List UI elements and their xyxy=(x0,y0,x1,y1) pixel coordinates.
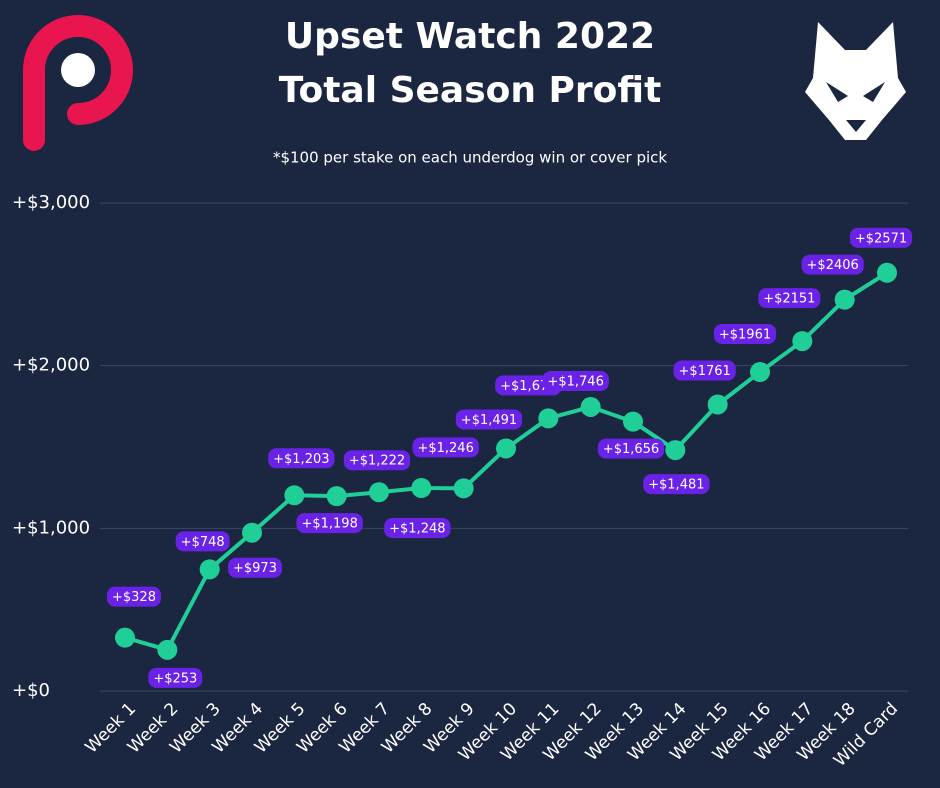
value-label-text: +$1761 xyxy=(679,364,731,379)
point xyxy=(707,394,728,415)
value-label: +$1,203 xyxy=(268,448,335,469)
value-label-bg xyxy=(597,438,665,459)
y-tick-label: +$0 xyxy=(12,680,50,701)
value-label-text: +$2571 xyxy=(855,231,907,246)
value-label-text: +$328 xyxy=(112,590,156,605)
value-label-text: +$1,656 xyxy=(603,442,659,457)
value-label-bg xyxy=(412,437,479,458)
value-label-text: +$1,248 xyxy=(389,521,445,536)
chart-title: Upset Watch 2022 xyxy=(285,16,655,57)
point xyxy=(453,478,474,499)
value-label: +$1961 xyxy=(713,324,777,345)
y-tick-label: +$3,000 xyxy=(12,192,90,213)
value-label: +$2406 xyxy=(801,254,864,275)
point xyxy=(750,362,770,383)
value-label-bg xyxy=(343,450,411,471)
point xyxy=(834,289,855,310)
value-label: +$1,481 xyxy=(643,474,710,495)
point xyxy=(157,639,178,660)
value-label: +$1,746 xyxy=(542,370,609,391)
value-label-bg xyxy=(384,517,451,538)
value-label-text: +$253 xyxy=(153,671,197,686)
value-label: +$1,222 xyxy=(343,450,411,471)
value-label: +$1761 xyxy=(673,360,736,381)
point xyxy=(665,440,686,461)
point xyxy=(538,408,559,429)
value-label: +$2151 xyxy=(758,288,821,309)
value-label: +$1,198 xyxy=(296,513,363,534)
value-label: +$328 xyxy=(107,586,161,607)
y-tick-label: +$2,000 xyxy=(12,355,90,376)
value-label-text: +$1,746 xyxy=(547,374,603,389)
value-label-text: +$1,491 xyxy=(461,413,517,428)
value-label-bg xyxy=(643,474,710,495)
point xyxy=(580,396,601,417)
value-label-text: +$1,203 xyxy=(273,452,329,467)
point xyxy=(623,411,643,432)
value-label-text: +$1,198 xyxy=(301,517,357,532)
value-label-bg xyxy=(758,288,821,309)
value-label: +$1,656 xyxy=(597,438,665,459)
value-label: +$973 xyxy=(228,557,282,578)
point xyxy=(242,522,262,543)
point xyxy=(115,627,135,648)
value-label-text: +$2151 xyxy=(763,292,815,307)
value-label-bg xyxy=(296,513,363,534)
logo-p xyxy=(23,15,133,151)
value-label: +$253 xyxy=(148,667,203,688)
value-label-bg xyxy=(268,448,335,469)
value-label-text: +$1,222 xyxy=(349,454,405,469)
chart-subtitle: *$100 per stake on each underdog win or … xyxy=(273,149,667,167)
value-label-bg xyxy=(542,370,609,391)
point xyxy=(284,485,305,506)
value-label-bg xyxy=(148,667,203,688)
point xyxy=(496,438,516,459)
point xyxy=(326,486,347,507)
value-label-bg xyxy=(801,254,864,275)
value-label-bg xyxy=(228,557,282,578)
point xyxy=(199,559,220,580)
value-label-bg xyxy=(107,586,161,607)
value-label-text: +$973 xyxy=(233,561,277,576)
point xyxy=(792,331,813,352)
value-label-bg xyxy=(673,360,736,381)
point xyxy=(411,477,432,498)
point xyxy=(369,482,389,503)
value-label: +$1,246 xyxy=(412,437,479,458)
value-label: +$1,491 xyxy=(455,409,523,430)
point xyxy=(877,262,897,283)
value-label-text: +$1,481 xyxy=(648,478,704,493)
value-label-bg xyxy=(455,409,523,430)
chart-title: Total Season Profit xyxy=(279,70,662,111)
value-label-bg xyxy=(713,324,777,345)
value-label-text: +$1,246 xyxy=(417,441,473,456)
value-label: +$1,248 xyxy=(384,517,451,538)
logo-wolf xyxy=(805,22,906,140)
value-label-text: +$748 xyxy=(181,535,225,550)
value-label-text: +$1961 xyxy=(719,328,771,343)
value-label-text: +$2406 xyxy=(807,258,859,273)
value-label: +$2571 xyxy=(849,227,913,248)
value-label-text: +$1,676 xyxy=(500,379,556,394)
value-label: +$748 xyxy=(175,531,230,552)
y-tick-label: +$1,000 xyxy=(12,517,90,538)
value-label-bg xyxy=(175,531,230,552)
value-label-bg xyxy=(849,227,913,248)
